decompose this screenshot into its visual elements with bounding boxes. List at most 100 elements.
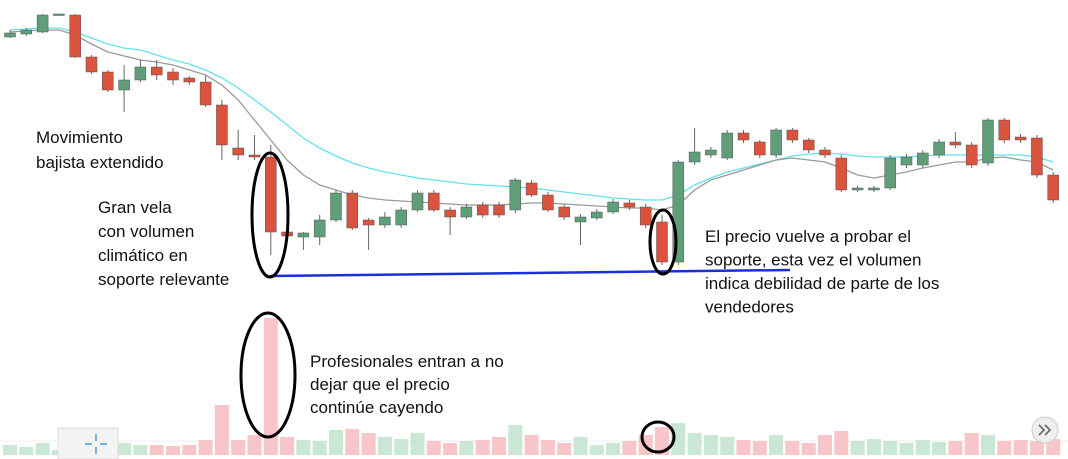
volume-bar xyxy=(1046,439,1061,455)
annotation-text: con volumen xyxy=(98,222,194,241)
volume-bar xyxy=(198,440,213,455)
volume-bar xyxy=(117,443,132,455)
volume-bar xyxy=(703,435,718,455)
volume-bar xyxy=(589,445,604,455)
candle-body xyxy=(737,132,750,141)
candle-body xyxy=(868,187,880,191)
annotation-text: bajista extendido xyxy=(36,153,164,172)
volume-bar xyxy=(720,437,735,455)
candle-body xyxy=(102,71,114,91)
candle-body xyxy=(395,209,407,226)
candle-body xyxy=(476,204,489,216)
volume-bar xyxy=(133,445,148,455)
volume-bar xyxy=(280,437,295,455)
volume-pane xyxy=(3,318,1061,455)
candle-body xyxy=(786,129,799,141)
candle-body xyxy=(362,219,375,226)
annotation-text: Profesionales entran a no xyxy=(310,352,504,371)
candle-body xyxy=(330,192,342,221)
candle-body xyxy=(411,192,424,211)
candle-body xyxy=(900,156,913,166)
candle-body xyxy=(53,13,65,16)
candle-body xyxy=(134,66,147,81)
volume-bar xyxy=(785,441,800,455)
candle-body xyxy=(884,157,896,189)
candle-body xyxy=(933,141,945,156)
volume-bar xyxy=(1029,441,1044,455)
support-line xyxy=(269,268,791,278)
scroll-icon xyxy=(1038,424,1052,436)
candle-body xyxy=(232,147,244,156)
volume-bar xyxy=(329,430,343,455)
volume-bar xyxy=(231,440,246,455)
annotation-text: Movimiento xyxy=(36,128,123,147)
annotation-text: El precio vuelve a probar el xyxy=(705,227,911,246)
volume-bar xyxy=(801,443,816,455)
volume-bar xyxy=(866,439,881,455)
candle-body xyxy=(656,221,668,263)
candle-body xyxy=(705,149,717,156)
candle-body xyxy=(265,156,277,233)
annotation-text: soporte relevante xyxy=(98,270,229,289)
annotation-text: soporte, esta vez el volumen xyxy=(705,251,921,270)
candles xyxy=(4,13,1059,265)
candle-body xyxy=(574,216,587,223)
annotation-text: vendedores xyxy=(705,298,794,317)
candle-body xyxy=(36,14,49,33)
volume-bar xyxy=(263,318,278,455)
volume-bar xyxy=(557,443,572,455)
volume-bar xyxy=(573,437,588,455)
volume-bar xyxy=(834,431,849,455)
candle-body xyxy=(949,141,962,146)
moving-average xyxy=(9,29,1054,211)
volume-bar xyxy=(394,439,409,455)
volume-bar xyxy=(459,441,474,455)
candle-body xyxy=(150,66,163,76)
candle-body xyxy=(525,182,538,196)
annotation-text: indica debilidad de parte de los xyxy=(705,274,939,293)
crosshair-icon[interactable] xyxy=(85,434,107,454)
candle-body xyxy=(982,119,994,164)
volume-bar xyxy=(296,440,311,455)
volume-bar xyxy=(19,447,34,455)
volume-bar xyxy=(508,425,523,455)
candle-body xyxy=(802,139,815,151)
candle-body xyxy=(460,206,473,218)
candle-body xyxy=(639,206,652,226)
candle-body xyxy=(444,209,456,218)
volume-bar xyxy=(948,441,963,455)
volume-bar xyxy=(932,442,947,455)
volume-bar xyxy=(964,433,979,455)
volume-bar xyxy=(182,445,197,455)
candle-body xyxy=(688,151,701,163)
candle-body xyxy=(313,219,326,238)
annotation-text: climático en xyxy=(98,246,188,265)
volume-bar xyxy=(606,443,621,455)
annotations: Movimiento bajista extendido Gran vela con … xyxy=(36,128,939,417)
highlight-ellipse xyxy=(250,151,290,279)
candle-body xyxy=(754,141,766,156)
volume-bar xyxy=(361,433,376,455)
annotation-text: continúe cayendo xyxy=(310,398,443,417)
volume-bar xyxy=(377,437,392,455)
volume-bar xyxy=(426,441,441,455)
candle-body xyxy=(591,211,603,219)
volume-bar xyxy=(149,445,164,455)
candle-body xyxy=(623,202,636,208)
candle-body xyxy=(167,71,179,81)
volume-bar xyxy=(883,441,898,455)
volume-bar xyxy=(997,441,1012,455)
volume-bar xyxy=(475,440,490,455)
candle-body xyxy=(428,192,440,211)
candle-body xyxy=(851,187,864,191)
volume-bar xyxy=(1013,440,1028,455)
candle-body xyxy=(1014,136,1027,141)
highlight-ellipse xyxy=(239,311,297,439)
candle-body xyxy=(118,79,130,91)
candle-body xyxy=(4,32,16,38)
volume-bar xyxy=(524,435,539,455)
volume-bar xyxy=(915,440,930,455)
candle-body xyxy=(216,104,228,146)
volume-bar xyxy=(312,441,327,455)
